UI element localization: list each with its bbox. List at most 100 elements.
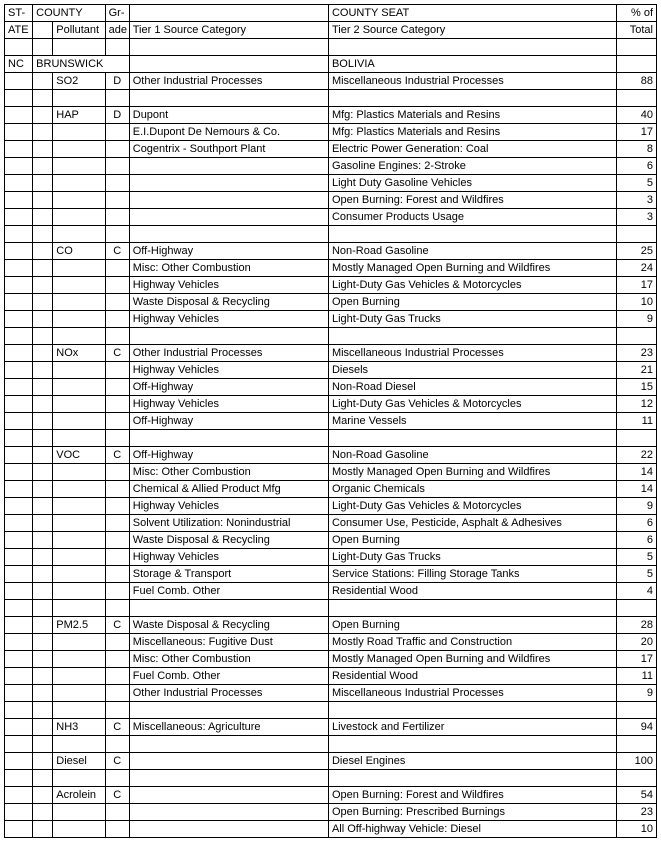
pct-cell: 23 <box>616 345 656 362</box>
state-cell <box>5 277 33 294</box>
tier1-cell: Miscellaneous: Fugitive Dust <box>129 634 328 651</box>
tier1-cell <box>129 770 328 787</box>
pollutant-cell <box>53 651 105 668</box>
state-cell <box>5 192 33 209</box>
pollutant-cell <box>53 209 105 226</box>
spacer-cell <box>33 107 53 124</box>
header-pct: % of <box>616 5 656 22</box>
grade-cell <box>105 226 129 243</box>
tier2-cell: Diesels <box>328 362 616 379</box>
header-poll: Pollutant <box>53 22 105 39</box>
tier2-cell: Mfg: Plastics Materials and Resins <box>328 124 616 141</box>
pollutant-cell <box>53 141 105 158</box>
grade-cell <box>105 192 129 209</box>
state-cell <box>5 209 33 226</box>
grade-cell: C <box>105 447 129 464</box>
spacer-cell <box>33 600 53 617</box>
pollutant-cell <box>53 192 105 209</box>
pct-cell: 6 <box>616 532 656 549</box>
tier1-cell: Storage & Transport <box>129 566 328 583</box>
state-cell <box>5 158 33 175</box>
tier2-cell <box>328 226 616 243</box>
tier1-cell <box>129 702 328 719</box>
state-cell <box>5 668 33 685</box>
tier2-cell: Organic Chemicals <box>328 481 616 498</box>
tier2-cell: Mostly Managed Open Burning and Wildfire… <box>328 464 616 481</box>
grade-cell <box>105 294 129 311</box>
spacer-cell <box>33 379 53 396</box>
pollutant-cell <box>53 379 105 396</box>
tier1-cell: Other Industrial Processes <box>129 73 328 90</box>
state-cell <box>5 464 33 481</box>
state-cell <box>5 515 33 532</box>
spacer-cell <box>33 90 53 107</box>
pollutant-cell <box>53 821 105 838</box>
tier2-cell <box>328 702 616 719</box>
state-cell <box>5 498 33 515</box>
tier1-cell <box>129 90 328 107</box>
grade-cell <box>105 549 129 566</box>
spacer-cell <box>33 124 53 141</box>
pollutant-cell <box>53 175 105 192</box>
pct-cell: 5 <box>616 566 656 583</box>
state-cell <box>5 634 33 651</box>
grade-cell <box>105 260 129 277</box>
header-total: Total <box>616 22 656 39</box>
tier2-cell <box>328 90 616 107</box>
tier2-cell: Light Duty Gasoline Vehicles <box>328 175 616 192</box>
pct-cell: 17 <box>616 651 656 668</box>
seat-cell: BOLIVIA <box>328 56 616 73</box>
state-cell <box>5 328 33 345</box>
pollutant-cell <box>53 294 105 311</box>
state-cell <box>5 804 33 821</box>
tier2-cell <box>328 600 616 617</box>
spacer-cell <box>33 396 53 413</box>
header-grade2: ade <box>105 22 129 39</box>
spacer-cell <box>33 804 53 821</box>
pollutant-cell: CO <box>53 243 105 260</box>
tier1-cell: Highway Vehicles <box>129 362 328 379</box>
tier2-cell: Miscellaneous Industrial Processes <box>328 73 616 90</box>
spacer-cell <box>33 617 53 634</box>
pollutant-cell: Acrolein <box>53 787 105 804</box>
spacer-cell <box>33 447 53 464</box>
grade-cell <box>105 158 129 175</box>
state-cell <box>5 447 33 464</box>
tier2-cell: Light-Duty Gas Vehicles & Motorcycles <box>328 277 616 294</box>
spacer-cell <box>33 634 53 651</box>
pollutant-cell <box>53 124 105 141</box>
tier1-cell: Other Industrial Processes <box>129 685 328 702</box>
pct-cell: 23 <box>616 804 656 821</box>
pollutant-cell <box>53 260 105 277</box>
state-cell <box>5 549 33 566</box>
pct-cell: 11 <box>616 668 656 685</box>
state-cell <box>5 141 33 158</box>
grade-cell <box>105 124 129 141</box>
pollutant-cell <box>53 362 105 379</box>
state-cell <box>5 345 33 362</box>
pct-cell: 3 <box>616 209 656 226</box>
spacer-cell <box>33 549 53 566</box>
pct-cell: 11 <box>616 413 656 430</box>
grade-cell <box>105 90 129 107</box>
pct-cell: 94 <box>616 719 656 736</box>
tier1-cell: Misc: Other Combustion <box>129 464 328 481</box>
pollutant-cell <box>53 702 105 719</box>
grade-cell: C <box>105 753 129 770</box>
tier1-cell: Highway Vehicles <box>129 498 328 515</box>
tier2-cell: Open Burning <box>328 294 616 311</box>
pct-cell: 9 <box>616 311 656 328</box>
pct-cell: 12 <box>616 396 656 413</box>
grade-cell <box>105 209 129 226</box>
pollutant-cell <box>53 685 105 702</box>
state-cell <box>5 685 33 702</box>
grade-cell <box>105 770 129 787</box>
tier2-cell: Mostly Managed Open Burning and Wildfire… <box>328 651 616 668</box>
state-cell <box>5 532 33 549</box>
spacer-cell <box>33 532 53 549</box>
grade-cell <box>105 481 129 498</box>
tier1-cell <box>129 787 328 804</box>
grade-cell <box>105 821 129 838</box>
spacer-cell <box>33 277 53 294</box>
state-cell <box>5 719 33 736</box>
